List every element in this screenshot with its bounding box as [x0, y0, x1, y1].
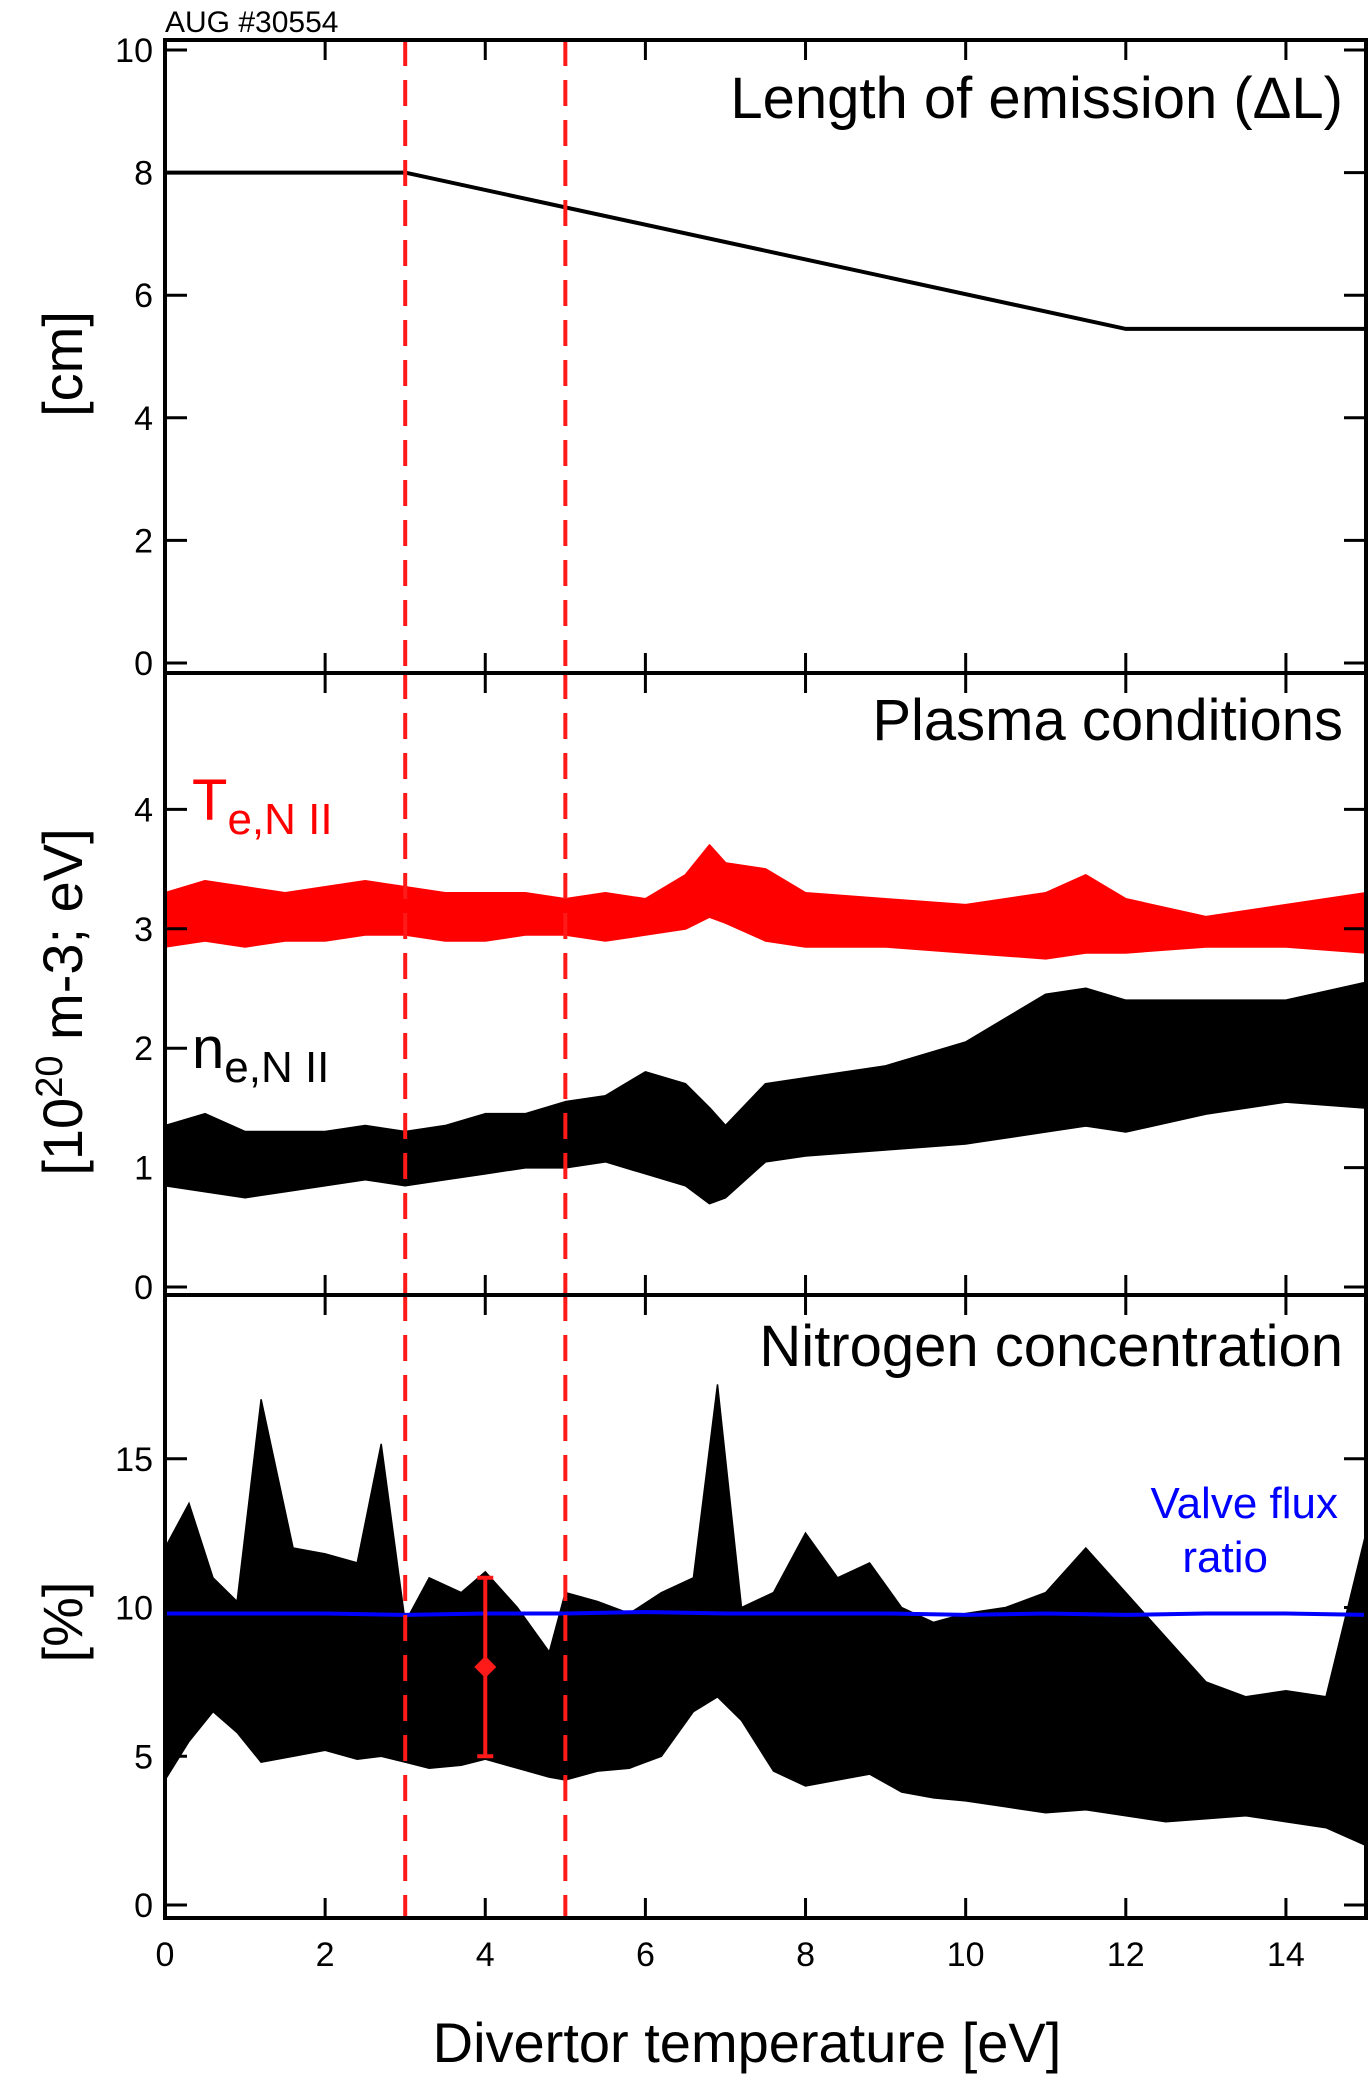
- panel2-marker-lines: [405, 673, 565, 1295]
- valve-flux-label-line1: Valve flux: [1151, 1479, 1339, 1528]
- shot-label: AUG #30554: [165, 6, 338, 39]
- y-tick-label: 10: [115, 32, 153, 70]
- x-tick-label: 10: [947, 1936, 985, 1974]
- panel-frame: [165, 40, 1366, 673]
- y-tick-label: 3: [134, 911, 153, 949]
- x-tick-label: 0: [156, 1936, 175, 1974]
- x-tick-label: 4: [476, 1936, 495, 1974]
- y-tick-label: 8: [134, 155, 153, 193]
- x-axis-label: Divertor temperature [eV]: [433, 2011, 1062, 2074]
- x-tick-label: 2: [316, 1936, 335, 1974]
- y-tick-label: 4: [134, 400, 153, 438]
- y-tick-label: 1: [134, 1150, 153, 1188]
- panel1-marker-lines: [405, 40, 565, 673]
- te-label-main: T: [192, 768, 227, 833]
- x-tick-label: 14: [1267, 1936, 1305, 1974]
- x-tick-label: 12: [1107, 1936, 1145, 1974]
- panel2-ylabel: [1020 m-3; eV]: [29, 828, 94, 1175]
- ne-label-sub: e,N II: [224, 1043, 329, 1092]
- emission-length-line: [165, 173, 1366, 329]
- ne-label-main: n: [192, 1016, 224, 1081]
- panel-emission-length: 0 2 4 6 8 10 Length of emission (ΔL) [cm]: [31, 32, 1366, 683]
- y-tick-label: 15: [115, 1441, 153, 1479]
- panel2-ylabel-post: m-3; eV]: [31, 828, 94, 1055]
- panel3-ylabel: [%]: [31, 1582, 94, 1663]
- y-tick-label: 2: [134, 1030, 153, 1068]
- panel1-ylabel: [cm]: [31, 311, 94, 417]
- te-label: Te,N II: [192, 768, 333, 844]
- emission-length-plot: [165, 173, 1366, 329]
- te-label-sub: e,N II: [227, 795, 332, 844]
- plasma-conditions-plot: [165, 845, 1366, 1203]
- panel-plasma-conditions: 0 1 2 3 4 Plasma conditions [1020 m-3; eV] T…: [29, 673, 1366, 1307]
- panel3-title: Nitrogen concentration: [759, 1314, 1343, 1379]
- nitrogen-concentration-plot: [165, 1384, 1366, 1845]
- panel-nitrogen-concentration: 0 5 10 15 Nitrogen concentration [%] Valve …: [31, 1295, 1366, 1925]
- ne-band: [165, 983, 1366, 1204]
- y-tick-label: 0: [134, 645, 153, 683]
- y-tick-label: 10: [115, 1590, 153, 1628]
- panel2-ylabel-sup: 20: [29, 1056, 71, 1098]
- panel2-title: Plasma conditions: [872, 688, 1343, 753]
- valve-flux-line: [165, 1612, 1366, 1615]
- y-tick-label: 5: [134, 1738, 153, 1776]
- panel-frame: [165, 673, 1366, 1295]
- y-tick-label: 2: [134, 522, 153, 560]
- x-tick-label: 6: [636, 1936, 655, 1974]
- panel2-ylabel-pre: [10: [31, 1098, 94, 1176]
- y-tick-label: 0: [134, 1887, 153, 1925]
- panel1-title: Length of emission (ΔL): [730, 66, 1343, 131]
- y-tick-label: 0: [134, 1269, 153, 1307]
- y-tick-label: 4: [134, 791, 153, 829]
- x-tick-label: 8: [796, 1936, 815, 1974]
- ne-label: ne,N II: [192, 1016, 329, 1092]
- te-band: [165, 845, 1366, 958]
- valve-flux-label-line2: ratio: [1182, 1533, 1268, 1582]
- y-tick-label: 6: [134, 277, 153, 315]
